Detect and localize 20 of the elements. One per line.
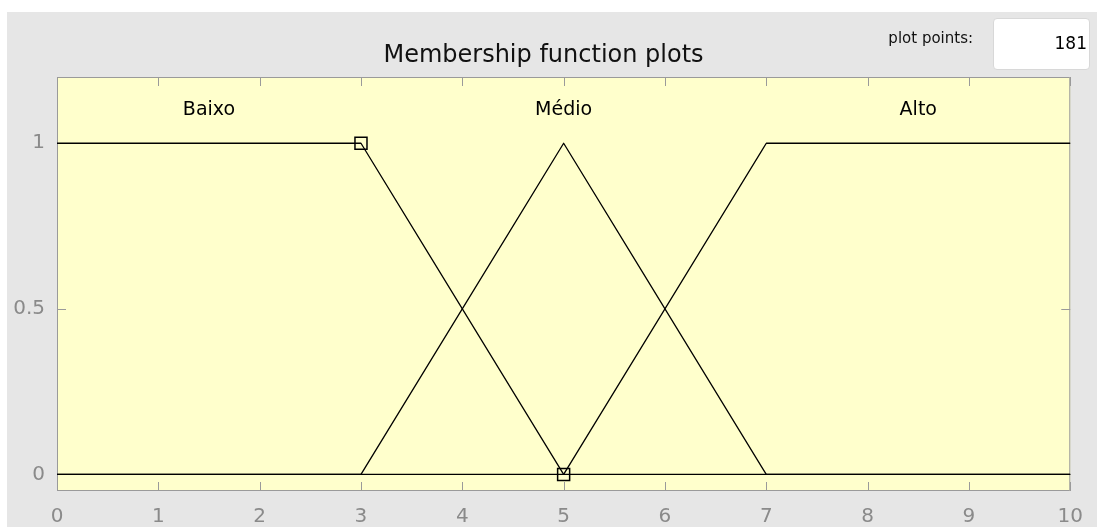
- number-field: 181: [993, 18, 1090, 70]
- x-tick-label: 5: [557, 503, 570, 527]
- series-label: Médio: [535, 97, 593, 120]
- x-tick-label: 8: [861, 503, 874, 527]
- x-tick-label: 7: [759, 503, 773, 527]
- x-tick-label: 3: [354, 503, 368, 527]
- x-tick-label: 2: [253, 503, 267, 527]
- y-tick-label: 0: [32, 460, 45, 485]
- x-tick-label: 6: [658, 503, 672, 527]
- y-tick-label: 0.5: [13, 295, 45, 320]
- x-tick-label: 1: [151, 503, 165, 527]
- x-tick-label: 4: [455, 503, 469, 527]
- y-tick-label: 1: [32, 129, 45, 154]
- text: plot points:: [888, 29, 973, 47]
- series-label: Alto: [899, 97, 937, 120]
- x-tick-label: 9: [962, 503, 976, 527]
- x-tick-label: 10: [1057, 503, 1083, 527]
- x-tick-label: 0: [50, 503, 64, 527]
- series-label: Baixo: [182, 97, 236, 120]
- chart-title: Membership function plots: [383, 40, 704, 69]
